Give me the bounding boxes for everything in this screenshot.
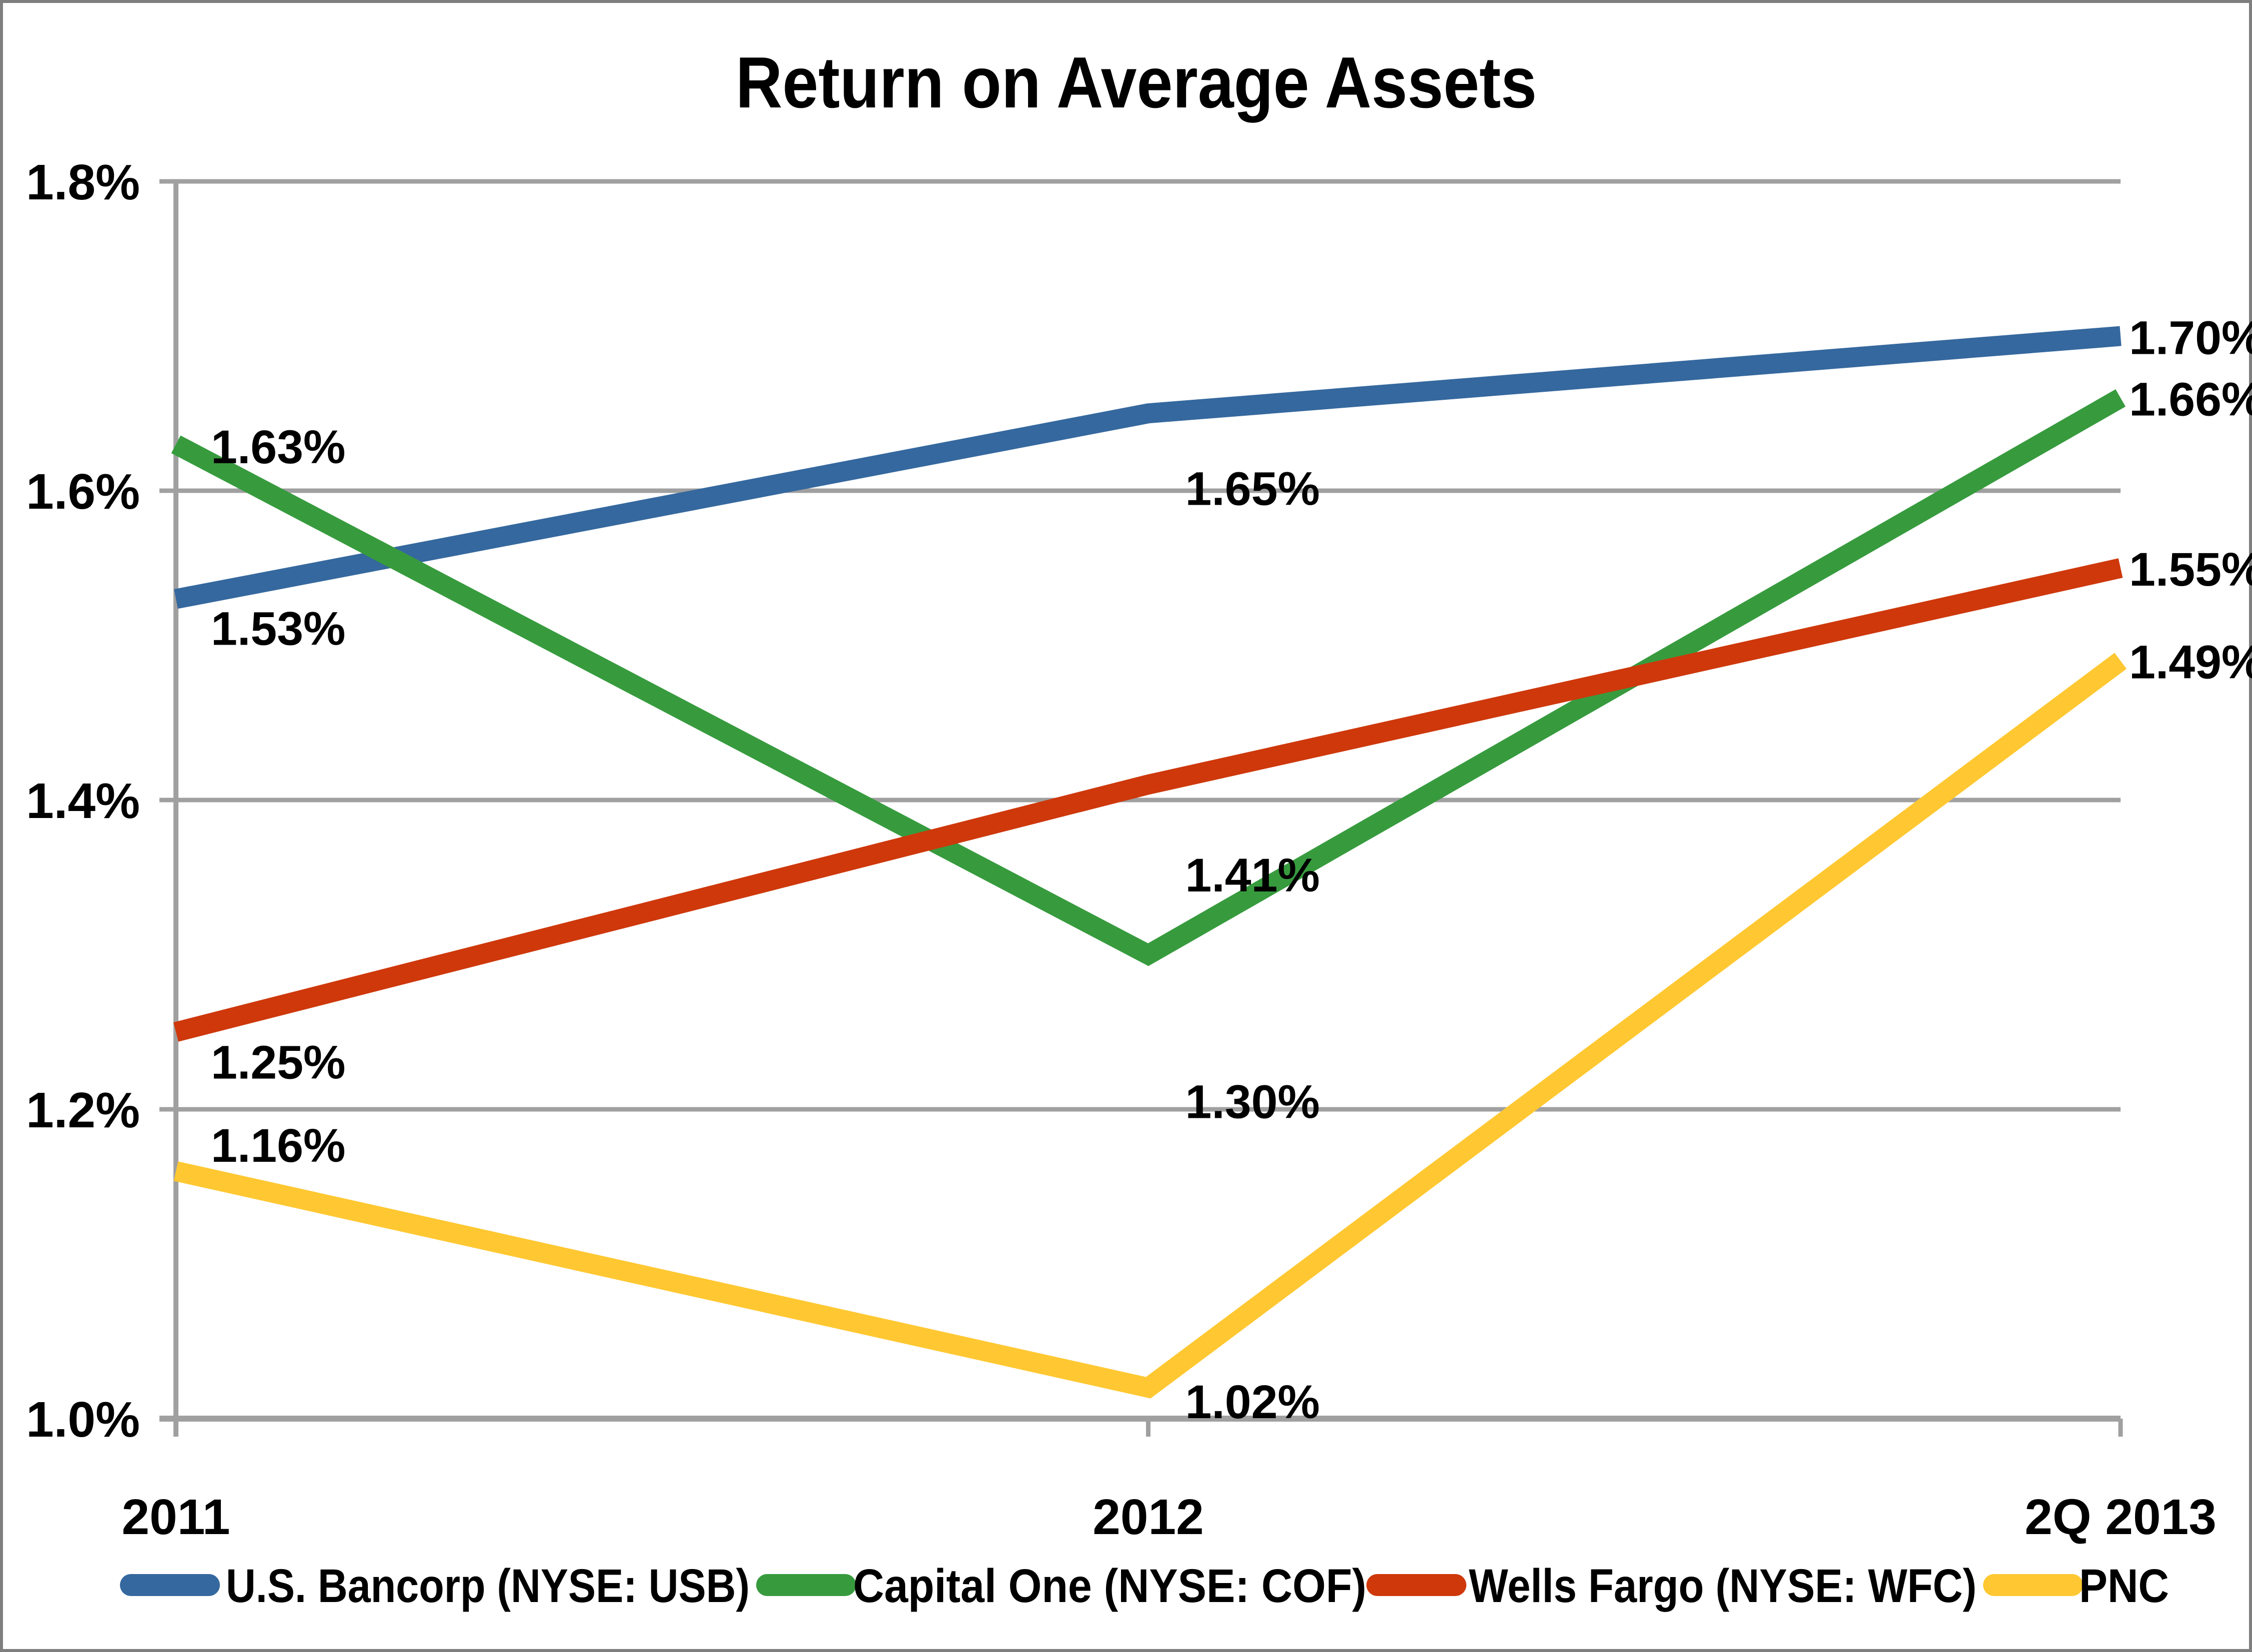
legend-swatch xyxy=(1366,1574,1466,1596)
data-label: 1.70% xyxy=(2129,312,2252,365)
x-tick-label: 2012 xyxy=(1093,1489,1203,1545)
data-label: 1.16% xyxy=(211,1119,345,1172)
legend-label: PNC xyxy=(2079,1560,2169,1613)
legend: U.S. Bancorp (NYSE: USB) Capital One (NYS… xyxy=(120,1560,2169,1613)
legend-label: Wells Fargo (NYSE: WFC) xyxy=(1469,1560,1977,1613)
series-lines xyxy=(171,326,2127,1399)
axes xyxy=(173,181,2123,1437)
series-line-1 xyxy=(174,326,2122,609)
x-tick-label: 2011 xyxy=(122,1489,230,1545)
series-line-3 xyxy=(173,558,2123,1042)
chart-title: Return on Average Assets xyxy=(736,42,1537,123)
legend-swatch xyxy=(120,1574,220,1596)
data-label: 1.30% xyxy=(1185,1076,1320,1129)
series-line-2 xyxy=(171,389,2126,966)
data-label: 1.41% xyxy=(1185,849,1320,902)
data-label: 1.63% xyxy=(211,421,345,474)
data-label: 1.02% xyxy=(1185,1376,1320,1429)
y-tick-label: 1.4% xyxy=(26,773,140,829)
y-tick-labels: 1.8% 1.6% 1.4% 1.2% 1.0% xyxy=(26,154,140,1448)
data-label: 1.49% xyxy=(2129,636,2252,689)
data-label: 1.25% xyxy=(211,1036,345,1089)
y-tick-label: 1.6% xyxy=(26,464,140,520)
data-label: 1.66% xyxy=(2129,373,2252,426)
x-tick-label: 2Q 2013 xyxy=(2025,1489,2217,1545)
gridlines xyxy=(159,179,2121,1422)
data-label: 1.53% xyxy=(211,603,345,656)
y-tick-label: 1.8% xyxy=(26,154,140,210)
data-label: 1.55% xyxy=(2129,543,2252,596)
y-tick-label: 1.2% xyxy=(26,1082,140,1138)
x-tick-labels: 2011 2012 2Q 2013 xyxy=(122,1489,2217,1545)
data-label: 1.65% xyxy=(1185,462,1320,515)
legend-swatch xyxy=(756,1574,856,1596)
series-line-4 xyxy=(173,653,2127,1399)
y-tick-label: 1.0% xyxy=(26,1392,140,1448)
data-labels: 1.53% 1.65% 1.70% 1.63% 1.30% 1.66% 1.25% 1.41%… xyxy=(211,312,2252,1429)
legend-swatch xyxy=(1983,1574,2083,1596)
legend-label: U.S. Bancorp (NYSE: USB) xyxy=(226,1560,750,1613)
legend-label: Capital One (NYSE: COF) xyxy=(853,1560,1366,1613)
